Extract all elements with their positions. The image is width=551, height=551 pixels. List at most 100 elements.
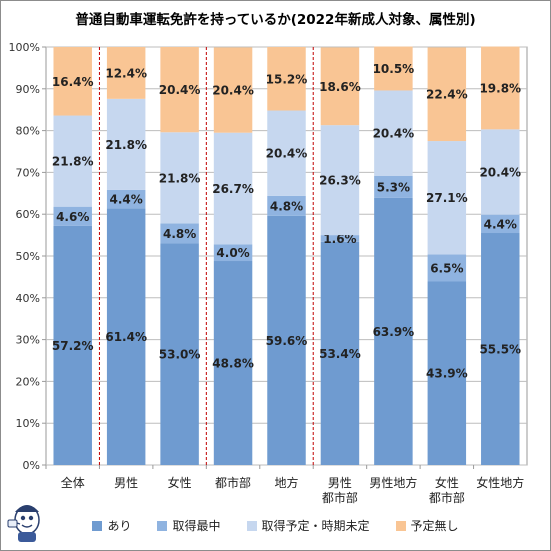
data-label: 21.8% <box>159 171 201 185</box>
bar-segment <box>213 47 253 133</box>
bar-segment <box>267 195 306 216</box>
data-label: 4.0% <box>216 246 249 260</box>
x-tick-label: 地方 <box>274 475 298 490</box>
bar-segment <box>53 47 92 116</box>
data-label: 21.8% <box>105 138 147 152</box>
x-tick-label: 女性 <box>168 475 192 490</box>
data-label: 43.9% <box>426 367 468 381</box>
data-label: 4.4% <box>110 193 143 207</box>
x-tick-label: 女性 <box>435 475 459 490</box>
x-tick-label: 男性地方 <box>369 475 417 490</box>
data-label: 55.5% <box>479 343 521 357</box>
y-tick-label: 20% <box>16 375 40 388</box>
data-label: 5.3% <box>377 180 410 194</box>
data-label: 20.4% <box>159 83 201 97</box>
data-label: 18.6% <box>319 80 361 94</box>
data-label: 4.8% <box>163 227 196 241</box>
bar-segment <box>374 197 413 465</box>
bar-segment <box>213 244 253 262</box>
bar-segment <box>427 281 467 465</box>
data-label: 53.4% <box>319 347 361 361</box>
legend-label: 取得最中 <box>172 519 221 533</box>
bar-segment <box>267 110 306 196</box>
bar-segment <box>320 47 360 126</box>
bar-segment <box>53 225 92 465</box>
x-tick-label: 都市部 <box>215 475 251 490</box>
bar-segment <box>106 189 146 209</box>
data-label: 19.8% <box>479 81 521 95</box>
data-label: 48.8% <box>212 357 254 371</box>
data-label: 22.4% <box>426 88 468 102</box>
bar-segment <box>267 215 306 465</box>
y-tick-label: 30% <box>16 334 40 347</box>
data-label: 20.4% <box>212 84 254 98</box>
data-label: 10.5% <box>373 62 415 76</box>
data-label: 1.6% <box>323 232 356 246</box>
bar-segment <box>106 98 146 190</box>
mascot-icon <box>7 505 40 542</box>
bar-segment <box>427 141 467 255</box>
chart-title: 普通自動車運転免許を持っているか(2022年新成人対象、属性別) <box>75 12 476 28</box>
data-label: 26.7% <box>212 182 254 196</box>
data-label: 61.4% <box>105 330 147 344</box>
legend-label: あり <box>107 519 132 533</box>
legend-swatch <box>246 520 257 531</box>
bar-segment <box>481 46 520 130</box>
legend-item: 取得最中 <box>157 517 221 534</box>
data-label: 4.4% <box>484 217 517 231</box>
y-tick-label: 70% <box>16 166 40 179</box>
y-tick-label: 90% <box>16 83 40 96</box>
bar-segment <box>160 132 199 224</box>
bar-segment <box>160 243 199 465</box>
bar-segment <box>481 233 520 465</box>
data-label: 26.3% <box>319 174 361 188</box>
data-label: 6.5% <box>430 261 463 275</box>
bar-segment <box>374 175 413 198</box>
bar-segment <box>106 47 146 99</box>
bar-segment <box>160 223 199 244</box>
y-tick-label: 50% <box>16 250 40 263</box>
data-label: 20.4% <box>266 147 308 161</box>
x-tick-label: 都市部 <box>429 490 465 505</box>
data-label: 20.4% <box>479 165 521 179</box>
y-tick-label: 60% <box>16 208 40 221</box>
data-label: 4.8% <box>270 199 303 213</box>
data-label: 59.6% <box>266 334 308 348</box>
data-label: 4.6% <box>56 210 89 224</box>
x-tick-label: 男性 <box>328 476 352 490</box>
bar-segment <box>320 235 360 242</box>
legend-item: あり <box>92 517 131 534</box>
legend-label: 取得予定・時期未定 <box>261 519 370 533</box>
data-label: 12.4% <box>105 66 147 80</box>
bar-segment <box>481 129 520 215</box>
data-label: 53.0% <box>159 348 201 362</box>
bar-segment <box>374 46 413 91</box>
legend-label: 予定無し <box>410 519 459 533</box>
y-tick-label: 100% <box>9 41 40 54</box>
data-label: 21.8% <box>52 155 94 169</box>
bar-segment <box>374 90 413 176</box>
data-label: 27.1% <box>426 191 468 205</box>
legend-item: 予定無し <box>395 517 459 534</box>
bar-segment <box>267 47 306 111</box>
x-tick-label: 全体 <box>61 475 85 490</box>
bar-segment <box>53 206 92 226</box>
bar-segment <box>320 125 360 236</box>
bar-segment <box>320 241 360 465</box>
bar-segment <box>481 214 520 234</box>
data-label: 20.4% <box>373 127 415 141</box>
bar-segment <box>160 47 199 133</box>
x-tick-label: 男性 <box>114 476 138 490</box>
bar-segment <box>53 115 92 207</box>
bar-segment <box>213 132 253 245</box>
legend-item: 取得予定・時期未定 <box>246 517 370 534</box>
legend-swatch <box>157 520 168 531</box>
y-tick-label: 0% <box>23 459 40 472</box>
x-tick-label: 都市部 <box>322 490 358 505</box>
x-tick-label: 女性地方 <box>476 475 524 490</box>
legend-swatch <box>395 520 406 531</box>
data-label: 16.4% <box>52 75 94 89</box>
chart-legend: あり 取得最中 取得予定・時期未定 予定無し <box>0 517 551 534</box>
bar-segment <box>106 208 146 465</box>
